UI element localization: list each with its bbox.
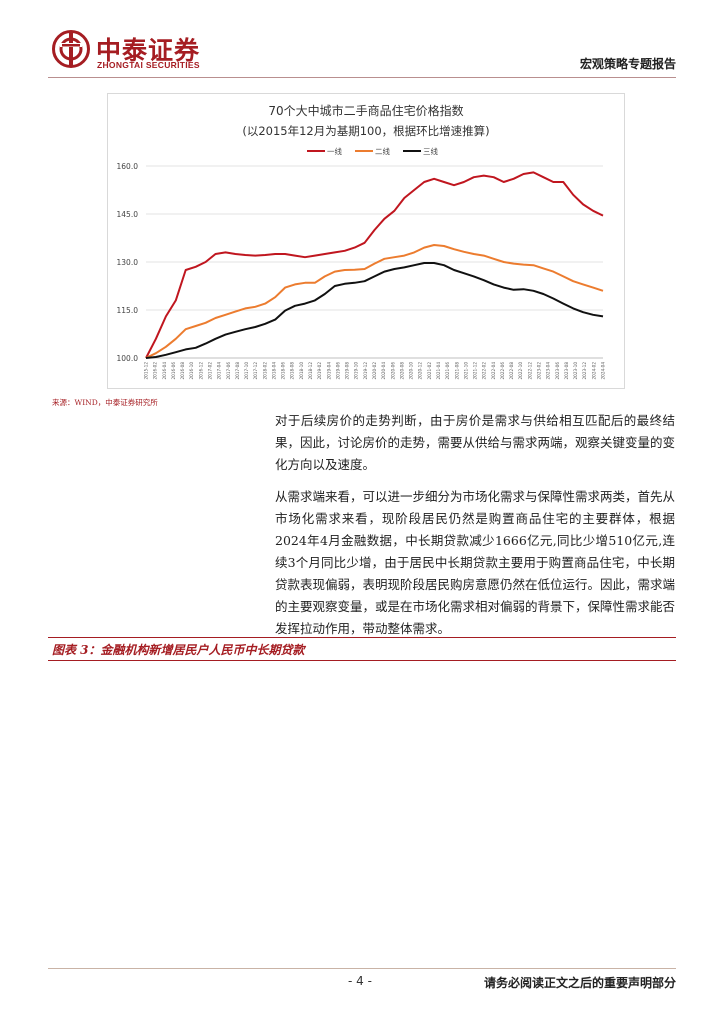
- x-tick-label: 2024-04: [601, 362, 606, 380]
- y-tick-label: 100.0: [117, 354, 139, 363]
- header-divider: [48, 77, 676, 78]
- chart-series-group: [145, 171, 604, 359]
- figure3-title-bar: [48, 637, 676, 661]
- x-tick-label: 2016-12: [198, 362, 203, 380]
- x-tick-label: 2022-04: [491, 362, 496, 380]
- x-tick-label: 2015-12: [144, 362, 149, 380]
- company-name-en: ZHONGTAI SECURITIES: [97, 60, 200, 70]
- chart-title: 70个大中城市二手商品住宅价格指数: [268, 103, 463, 118]
- x-tick-label: 2019-04: [326, 362, 331, 380]
- x-tick-label: 2018-04: [271, 362, 276, 380]
- x-tick-label: 2016-10: [189, 362, 194, 380]
- chart-legend: 一线 二线 三线: [307, 146, 438, 156]
- x-tick-label: 2018-10: [299, 362, 304, 380]
- series-line-2: [145, 244, 604, 359]
- chart-source-note: 来源：WIND，中泰证券研究所: [52, 398, 158, 407]
- x-tick-label: 2023-12: [582, 362, 587, 380]
- x-tick-label: 2019-06: [335, 362, 340, 380]
- x-tick-label: 2016-04: [162, 362, 167, 380]
- chart-canvas: 70个大中城市二手商品住宅价格指数 (以2015年12月为基期100，根据环比增…: [117, 103, 606, 380]
- x-tick-label: 2019-08: [345, 362, 350, 380]
- body-paragraph-1: 对于后续房价的走势判断，由于房价是需求与供给相互匹配后的最终结果，因此，讨论房价…: [275, 413, 676, 472]
- zhongtai-logo-icon: [52, 30, 90, 68]
- x-tick-label: 2019-02: [317, 362, 322, 380]
- x-tick-label: 2021-08: [454, 362, 459, 380]
- x-tick-label: 2023-04: [546, 362, 551, 380]
- x-tick-label: 2024-02: [591, 362, 596, 380]
- x-tick-label: 2016-08: [180, 362, 185, 380]
- series-line-3: [145, 262, 604, 359]
- x-tick-label: 2020-08: [399, 362, 404, 380]
- x-tick-label: 2018-02: [262, 362, 267, 380]
- x-tick-label: 2021-04: [436, 362, 441, 380]
- x-tick-label: 2018-12: [308, 362, 313, 380]
- y-tick-label: 115.0: [117, 306, 139, 315]
- x-tick-label: 2019-12: [363, 362, 368, 380]
- page-number: - 4 -: [348, 974, 372, 988]
- legend-label-3: 三线: [423, 146, 438, 156]
- chart-y-axis: 100.0 115.0 130.0 145.0 160.0: [117, 162, 139, 363]
- footer-divider: [48, 968, 676, 969]
- body-paragraph-2: 从需求端来看，可以进一步细分为市场化需求与保障性需求两类，首先从市场化需求来看，…: [275, 489, 676, 636]
- chart-subtitle: (以2015年12月为基期100，根据环比增速推算): [242, 124, 489, 138]
- x-tick-label: 2022-10: [518, 362, 523, 380]
- x-tick-label: 2023-06: [555, 362, 560, 380]
- legend-label-2: 二线: [375, 146, 390, 156]
- x-tick-label: 2018-08: [290, 362, 295, 380]
- x-tick-label: 2017-02: [207, 362, 212, 380]
- x-tick-label: 2019-10: [354, 362, 359, 380]
- x-tick-label: 2017-04: [217, 362, 222, 380]
- page-header: 中泰证券 ZHONGTAI SECURITIES 宏观策略专题报告: [0, 0, 724, 80]
- x-tick-label: 2017-08: [235, 362, 240, 380]
- x-tick-label: 2020-04: [381, 362, 386, 380]
- x-tick-label: 2020-12: [418, 362, 423, 380]
- legend-label-1: 一线: [327, 146, 342, 156]
- x-tick-label: 2018-06: [281, 362, 286, 380]
- x-tick-label: 2022-12: [527, 362, 532, 380]
- x-tick-label: 2020-06: [390, 362, 395, 380]
- x-tick-label: 2022-08: [509, 362, 514, 380]
- figure3-title: 图表 3：金融机构新增居民户人民币中长期贷款: [52, 643, 305, 657]
- x-tick-label: 2023-02: [537, 362, 542, 380]
- report-type-label: 宏观策略专题报告: [579, 57, 676, 71]
- x-tick-label: 2022-06: [500, 362, 505, 380]
- x-tick-label: 2020-02: [372, 362, 377, 380]
- x-tick-label: 2017-12: [253, 362, 258, 380]
- price-index-chart: 70个大中城市二手商品住宅价格指数 (以2015年12月为基期100，根据环比增…: [107, 93, 625, 389]
- x-tick-label: 2016-06: [171, 362, 176, 380]
- x-tick-label: 2023-10: [573, 362, 578, 380]
- y-tick-label: 145.0: [117, 210, 139, 219]
- x-tick-label: 2020-10: [409, 362, 414, 380]
- x-tick-label: 2023-08: [564, 362, 569, 380]
- x-tick-label: 2021-12: [473, 362, 478, 380]
- y-tick-label: 130.0: [117, 258, 139, 267]
- chart-grid: [146, 165, 603, 359]
- x-tick-label: 2021-10: [463, 362, 468, 380]
- x-tick-label: 2021-06: [445, 362, 450, 380]
- x-tick-label: 2022-02: [482, 362, 487, 380]
- x-tick-label: 2017-10: [244, 362, 249, 380]
- chart-x-axis: 2015-12 2016-02 2016-04 2016-06 2016-08 2016-…: [144, 362, 606, 380]
- y-tick-label: 160.0: [117, 162, 139, 171]
- company-name-cn: 中泰证券: [96, 36, 201, 65]
- x-tick-label: 2021-02: [427, 362, 432, 380]
- x-tick-label: 2016-02: [153, 362, 158, 380]
- footer-disclaimer: 请务必阅读正文之后的重要声明部分: [483, 976, 676, 990]
- x-tick-label: 2017-06: [226, 362, 231, 380]
- series-line-1: [145, 171, 604, 359]
